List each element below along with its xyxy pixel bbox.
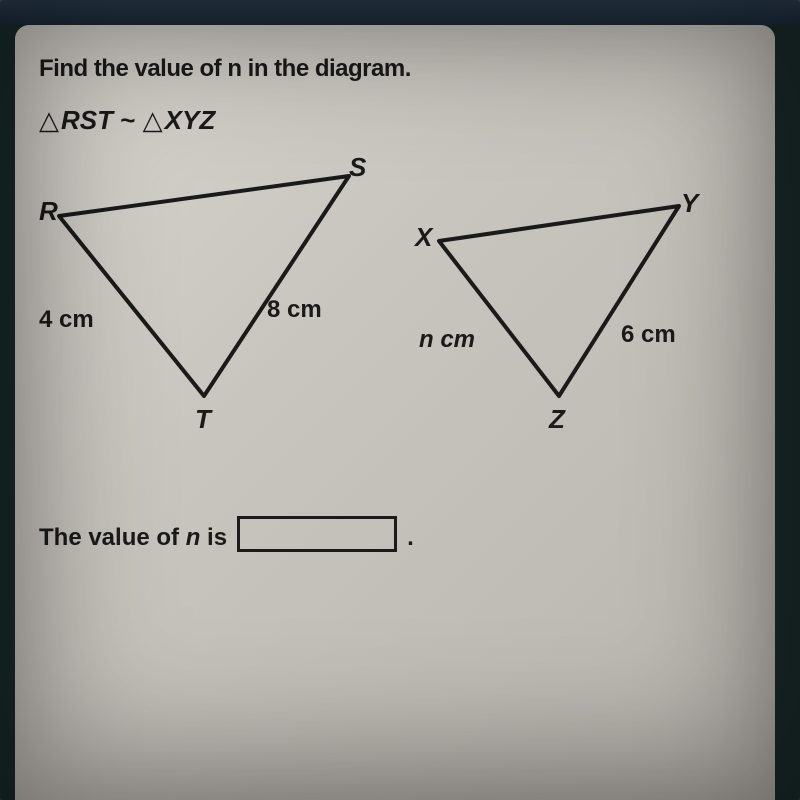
toolbar-strip bbox=[0, 0, 800, 25]
vertex-label-r: R bbox=[39, 196, 58, 227]
diagram-area: R S T X Y Z 4 cm 8 cm n cm 6 cm bbox=[39, 146, 751, 486]
triangles-svg bbox=[39, 146, 759, 466]
answer-row: The value of n is . bbox=[39, 516, 751, 552]
side-label-xz: n cm bbox=[419, 326, 475, 354]
vertex-label-x: X bbox=[415, 222, 432, 253]
side-label-rt: 4 cm bbox=[39, 306, 94, 334]
vertex-label-t: T bbox=[195, 404, 211, 435]
answer-period: . bbox=[407, 524, 414, 552]
side-label-yz: 6 cm bbox=[621, 321, 676, 349]
triangle-rst bbox=[59, 176, 349, 396]
question-text: Find the value of n in the diagram. bbox=[39, 55, 751, 83]
triangle1-name: RST bbox=[61, 105, 113, 135]
answer-input[interactable] bbox=[237, 516, 397, 552]
side-label-st: 8 cm bbox=[267, 296, 322, 324]
answer-prompt: The value of n is bbox=[39, 524, 227, 552]
vertex-label-s: S bbox=[349, 152, 366, 183]
triangle-xyz bbox=[439, 206, 679, 396]
similarity-statement: △RST ~ △XYZ bbox=[39, 105, 751, 136]
vertex-label-z: Z bbox=[549, 404, 565, 435]
vertex-label-y: Y bbox=[681, 188, 698, 219]
triangle2-name: XYZ bbox=[165, 105, 216, 135]
triangle-symbol-1: △ bbox=[39, 105, 59, 135]
worksheet-paper: Find the value of n in the diagram. △RST… bbox=[15, 25, 775, 800]
similar-symbol: ~ bbox=[120, 105, 135, 135]
triangle-symbol-2: △ bbox=[143, 105, 163, 135]
